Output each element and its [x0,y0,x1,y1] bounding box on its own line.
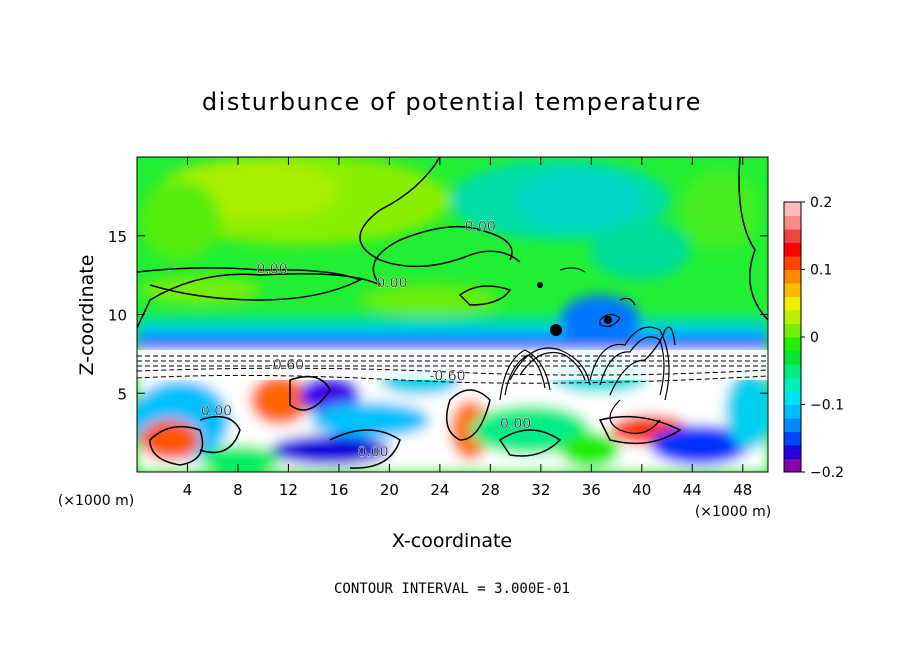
colorbar-swatch [784,242,801,257]
colorbar-swatch [784,364,801,378]
contour-label: 0.00 [256,262,287,278]
plot-field: 0.00 0.00 0.00 -0.60 -0.60 0.00 0.00 0.00 [137,157,768,472]
x-tick-label: 24 [430,481,449,499]
colorbar-swatch [784,391,801,405]
colorbar-swatch [784,296,801,311]
y-tick-label: 10 [108,307,127,325]
x-tick-label: 44 [683,481,702,499]
contour-interval-note: CONTOUR INTERVAL = 3.000E-01 [334,581,570,597]
colorbar-swatch [784,323,801,338]
y-tick-label: 15 [108,228,127,246]
colorbar-swatch [784,458,801,473]
contour-label: -0.60 [268,358,304,374]
x-tick-label: 12 [279,481,298,499]
colorbar-swatch [784,377,801,392]
x-unit-right: (×1000 m) [695,504,771,520]
x-tick-label: 36 [582,481,601,499]
contour-label: 0.00 [376,276,407,292]
colorbar-tick-label: −0.2 [810,465,844,481]
colorbar-tick-label: 0.2 [810,195,832,211]
colorbar-swatch [784,256,801,270]
contour-label: 0.00 [465,219,496,235]
colorbar-swatch [784,431,801,446]
x-tick-label: 28 [481,481,500,499]
contour-labels: 0.00 0.00 0.00 -0.60 -0.60 0.00 0.00 0.00 [201,219,532,461]
colorbar-swatch [784,283,801,297]
x-tick-label: 20 [380,481,399,499]
contour-label: 0.00 [357,444,388,460]
contour-label: 0.00 [500,416,531,432]
x-tick-label: 8 [233,481,243,499]
x-axis: 4 8 12 16 20 24 28 32 36 40 44 48 [183,157,752,499]
colorbar: −0.2 −0.1 0 0.1 0.2 [783,195,844,481]
x-tick-label: 48 [733,481,752,499]
x-tick-label: 40 [632,481,651,499]
chart-title: disturbunce of potential temperature [202,88,702,116]
colorbar-swatch [784,404,801,419]
colorbar-swatch [784,269,801,284]
x-tick-label: 16 [329,481,348,499]
colorbar-swatch [784,229,801,243]
colorbar-swatch [784,202,801,216]
x-axis-label: X-coordinate [392,530,512,552]
colorbar-swatch [784,418,801,432]
x-tick-label: 4 [183,481,193,499]
x-tick-label: 32 [531,481,550,499]
x-unit-left: (×1000 m) [58,493,134,509]
colorbar-swatch [784,337,801,351]
y-axis-label: Z-coordinate [76,255,98,376]
colorbar-tick-label: −0.1 [810,398,844,414]
colorbar-swatch [784,310,801,324]
colorbar-tick-label: 0.1 [810,263,832,279]
contour-label: 0.00 [201,403,232,419]
y-tick-label: 5 [117,385,127,403]
colorbar-swatch [784,445,801,459]
colorbar-swatch [784,215,801,230]
colorbar-tick-label: 0 [810,330,819,346]
contour-label: -0.60 [429,369,465,385]
y-axis: 5 10 15 [108,228,768,403]
colorbar-swatch [784,350,801,365]
